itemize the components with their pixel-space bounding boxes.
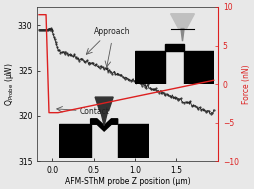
Text: Contact: Contact <box>80 107 109 116</box>
Text: Approach: Approach <box>94 27 130 36</box>
Y-axis label: Force (nN): Force (nN) <box>242 64 250 104</box>
Y-axis label: Q$_\mathrm{Probe}$ (μW): Q$_\mathrm{Probe}$ (μW) <box>4 62 17 106</box>
X-axis label: AFM-SThM probe Z position (μm): AFM-SThM probe Z position (μm) <box>65 177 190 186</box>
